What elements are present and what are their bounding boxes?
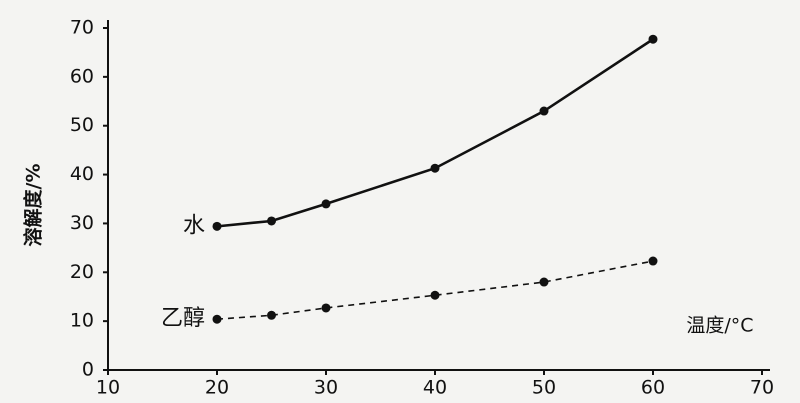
data-point	[212, 221, 222, 231]
data-point	[267, 310, 276, 320]
x-tick-label: 70	[750, 377, 774, 399]
data-point	[212, 314, 222, 324]
data-point	[648, 34, 658, 44]
x-axis-label: 温度/°C	[686, 315, 753, 337]
x-tick-label: 40	[423, 377, 447, 399]
x-tick-label: 30	[314, 377, 338, 399]
series-label: 水	[183, 213, 205, 238]
data-point	[430, 163, 440, 173]
data-point	[539, 277, 549, 287]
series-label: 乙醇	[161, 306, 205, 331]
y-tick-label: 20	[70, 261, 94, 283]
y-tick-label: 70	[70, 17, 94, 39]
data-point	[321, 199, 331, 209]
y-tick-label: 60	[70, 65, 94, 87]
series-line	[216, 38, 654, 228]
data-point	[430, 290, 440, 300]
y-tick-label: 0	[82, 359, 94, 381]
y-tick-label: 10	[70, 310, 94, 332]
x-tick-label: 60	[641, 377, 665, 399]
data-point	[267, 216, 276, 226]
data-point	[648, 256, 658, 266]
series-line	[216, 260, 654, 320]
data-point	[539, 106, 549, 116]
x-tick-label: 10	[96, 377, 120, 399]
y-tick-label: 50	[70, 114, 94, 136]
y-tick-label: 40	[70, 163, 94, 185]
x-tick-label: 50	[532, 377, 556, 399]
x-tick-label: 20	[205, 377, 229, 399]
y-axis-label: 溶解度/%	[22, 164, 45, 247]
y-tick-label: 30	[70, 212, 94, 234]
data-point	[321, 303, 331, 313]
